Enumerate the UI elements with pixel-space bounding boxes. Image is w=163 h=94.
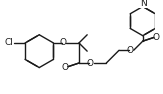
Text: O: O xyxy=(126,46,133,55)
Text: O: O xyxy=(86,59,93,67)
Text: N: N xyxy=(140,0,147,8)
Text: Cl: Cl xyxy=(4,38,13,47)
Text: O: O xyxy=(59,38,66,47)
Text: O: O xyxy=(153,33,160,42)
Text: O: O xyxy=(62,63,69,72)
